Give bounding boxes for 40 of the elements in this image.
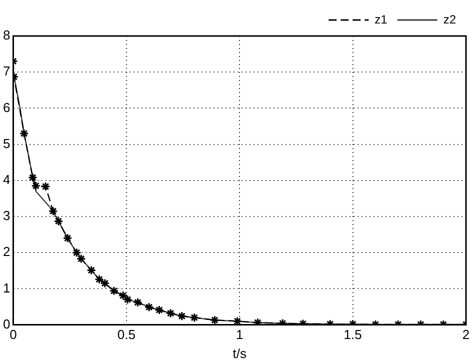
y-tick-label: 8 [2,28,10,43]
y-tick-label: 0 [2,316,10,332]
point [118,290,128,300]
y-tick-label: 2 [2,244,10,260]
point [252,318,262,325]
point [31,181,41,191]
point [177,311,187,321]
x-axis-title: t/s [232,346,247,361]
point [232,316,242,325]
point [62,233,72,243]
x-tick-label: 1 [236,327,244,342]
point [54,216,64,226]
point [122,294,132,304]
legend-label: z2 [443,12,456,26]
y-tick-label: 6 [2,100,10,115]
point [109,286,119,296]
point [94,274,104,284]
point [154,305,164,315]
point [132,298,142,308]
point [28,172,38,182]
point [40,182,50,192]
point [86,266,96,276]
x-tick-label: 0.5 [117,327,136,342]
point [48,206,58,216]
point [144,302,154,312]
y-tick-label: 7 [2,64,10,79]
y-tick-label: 4 [2,172,10,187]
x-tick-label: 1.5 [344,327,362,342]
point [166,308,176,318]
x-tick-label: 2 [462,327,470,342]
point [210,315,220,325]
legend-label: z1 [374,12,388,26]
y-tick-label: 1 [2,280,10,296]
point [100,278,110,288]
point [190,312,200,322]
y-tick-label: 3 [2,208,10,224]
point [72,248,82,258]
point [76,254,86,264]
point [19,128,29,138]
y-tick-label: 5 [2,136,10,151]
